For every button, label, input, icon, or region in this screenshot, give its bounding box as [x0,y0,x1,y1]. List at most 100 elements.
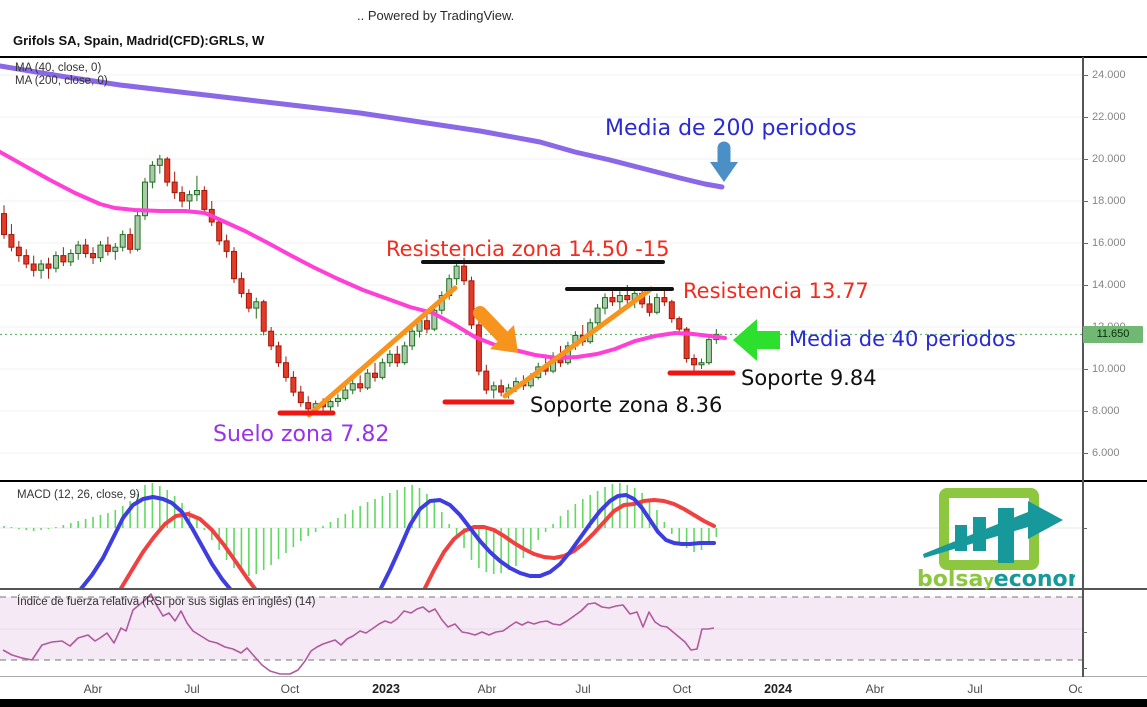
candle-down [646,303,653,313]
logo-text-bolsa: bolsa [917,567,983,592]
time-axis-label: Oct [672,682,692,696]
candle-up [705,339,712,364]
logo-text-y: y [983,571,994,590]
time-axis-label: Jul [575,682,591,696]
candle-up [134,215,141,250]
candle-down [461,265,468,282]
candle-up [653,297,660,313]
candle-up [453,265,460,280]
candle-up [141,181,148,217]
orange-down-right-arrow-icon [473,306,509,343]
time-axis[interactable]: Abr Jul Oct 2023 Abr Jul Oct 2024 Abr Jul Oc [0,682,1082,700]
logo-bar-3 [998,508,1014,563]
price-axis-tick [1082,159,1088,160]
candle-down [15,246,22,257]
candle-up [431,309,438,330]
price-axis-tick [1082,369,1088,370]
candle-down [1,213,7,236]
legend-ma200[interactable]: MA (200, close, 0) [15,75,108,87]
candle-down [624,295,631,301]
ma200-line [0,63,725,190]
candle-down [423,320,430,330]
price-axis-label: 16.000 [1092,237,1126,249]
candle-up [67,253,74,263]
rsi-line [2,593,715,675]
panel-separator [0,56,1147,58]
time-axis-label: Jul [184,682,200,696]
macd-line [79,495,232,588]
candle-down [216,221,223,242]
candle-up [401,345,408,364]
rsi-label[interactable]: Índice de fuerza relativa (RSI por sus s… [17,596,316,608]
blue-down-arrow-icon [710,162,738,182]
candle-down [171,181,178,194]
candle-up [594,307,601,324]
candle-up [97,244,104,259]
candle-up [193,190,200,196]
candle-down [676,318,683,330]
time-axis-label: Abr [865,682,885,696]
time-axis-line [0,676,1147,677]
candle-down [297,391,304,404]
ma40-line [0,150,727,360]
time-axis-label: Abr [477,682,497,696]
candle-up [342,389,349,399]
chart-title: Grifols SA, Spain, Madrid(CFD):GRLS, W [13,33,265,48]
candle-down [164,158,171,183]
candle-down [23,255,30,265]
candle-down [60,255,67,263]
orange-down-right-arrow-icon [490,325,518,353]
rsi-panel-canvas[interactable] [0,590,1082,676]
price-axis-tick [1082,117,1088,118]
price-chart-canvas[interactable] [0,57,1082,481]
candle-up [119,234,126,248]
candle-down [275,345,282,364]
time-axis-label: 2024 [764,682,792,696]
candle-down [82,244,89,255]
panel-axis-tick [1082,668,1087,669]
price-axis-label: 14.000 [1092,279,1126,291]
price-axis-tick [1082,411,1088,412]
time-axis-label: Abr [83,682,103,696]
candle-down [691,358,698,366]
price-axis-label: 24.000 [1092,69,1126,81]
candle-down [104,244,111,252]
candle-up [186,194,193,202]
macd-line [378,493,716,588]
candle-down [8,234,15,248]
price-axis-label: 8.000 [1092,405,1120,417]
candle-up [38,263,45,271]
candle-down [30,263,37,271]
candle-down [483,370,490,391]
price-axis-tick [1082,453,1088,454]
candle-down [268,330,275,347]
candle-up [253,301,260,309]
candle-up [52,255,59,269]
macd-panel-canvas[interactable] [0,482,1082,588]
trendline [306,285,458,418]
price-axis-label: 18.000 [1092,195,1126,207]
bolsayeconomia-logo: bolsayeconomía [917,488,1075,592]
time-axis-label: 2023 [372,682,400,696]
candle-down [394,353,401,364]
candle-up [156,158,163,166]
panel-separator [0,588,1147,590]
price-axis-line [1082,57,1084,677]
candle-down [245,292,252,309]
panel-axis-tick [1082,632,1087,633]
candle-up [327,401,334,408]
candle-up [364,372,371,389]
candle-down [201,190,208,210]
candle-up [149,164,156,183]
legend-ma40[interactable]: MA (40, close, 0) [15,62,102,74]
price-axis-label: 6.000 [1092,447,1120,459]
candle-down [305,402,312,410]
last-price-value: 11.650 [1096,328,1130,341]
price-axis-tick [1082,201,1088,202]
candle-down [290,376,297,393]
macd-label[interactable]: MACD (12, 26, close, 9) [17,489,140,501]
svg-text:bolsayeconomía: bolsayeconomía [917,567,1075,592]
candle-down [45,263,52,269]
candle-up [349,383,356,391]
